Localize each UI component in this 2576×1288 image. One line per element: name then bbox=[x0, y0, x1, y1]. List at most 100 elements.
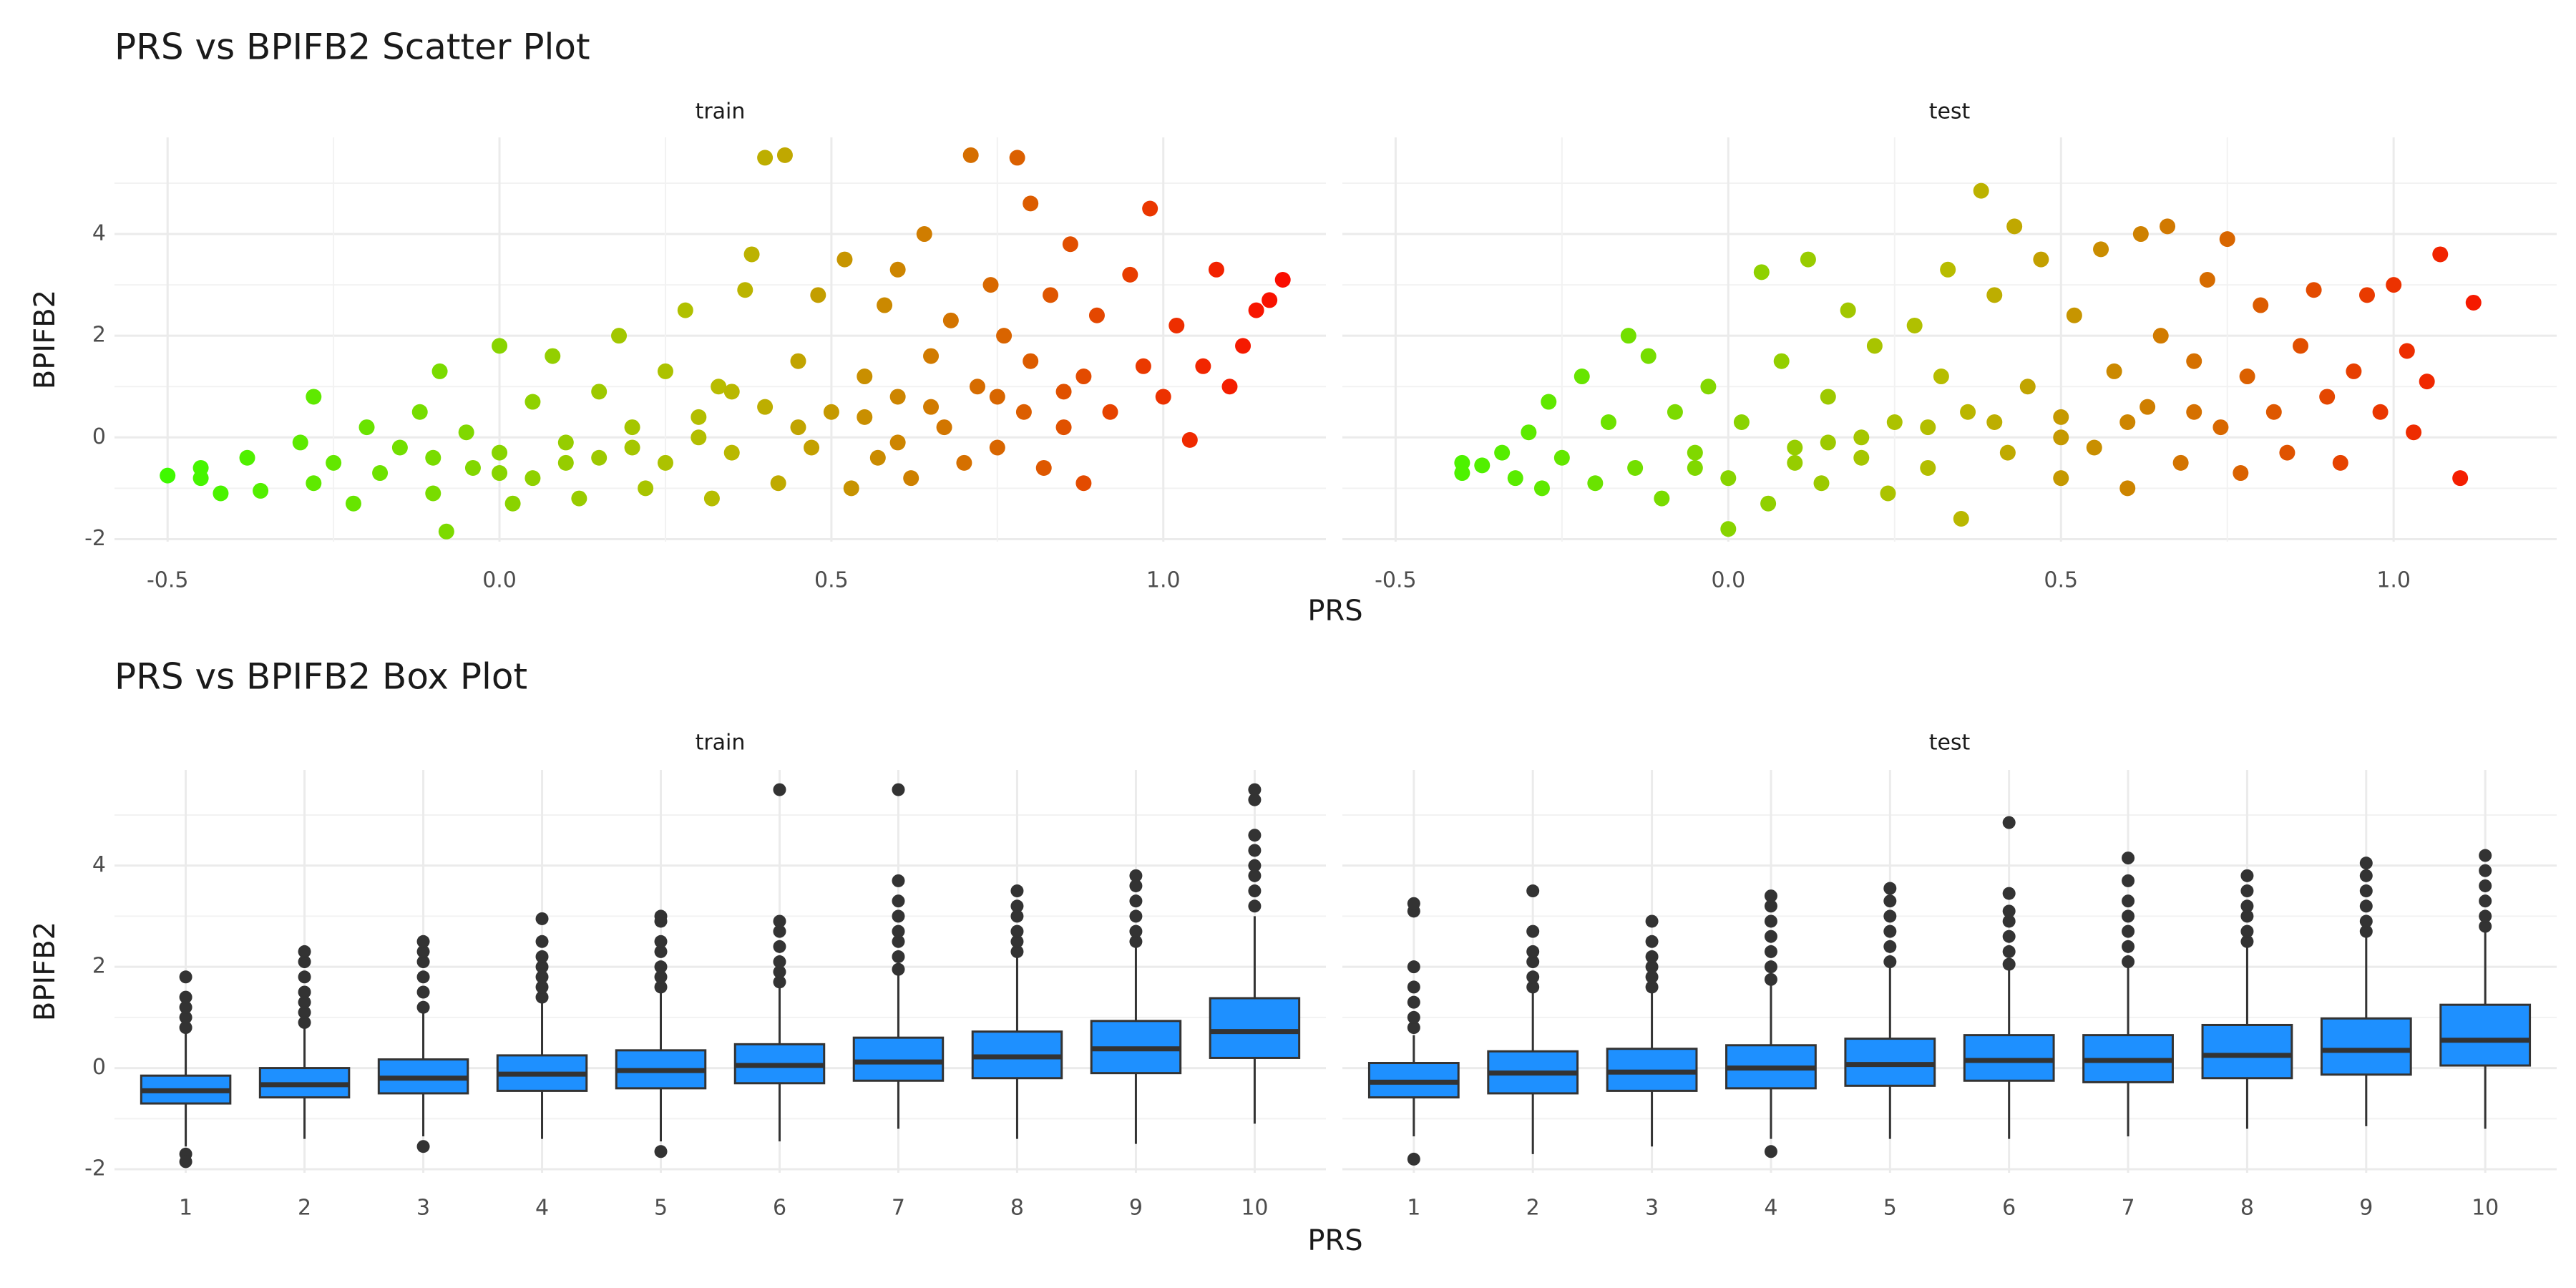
point bbox=[1195, 358, 1211, 374]
outlier bbox=[2240, 924, 2254, 938]
outlier bbox=[1248, 829, 1262, 842]
point bbox=[2033, 251, 2049, 268]
point bbox=[557, 434, 574, 451]
plots: PRS vs BPIFB2 Scatter Plot PRS BPIFB2 train… bbox=[29, 26, 2557, 1257]
point bbox=[956, 454, 972, 471]
outlier bbox=[2122, 852, 2135, 865]
point bbox=[903, 470, 919, 487]
point bbox=[1155, 389, 1171, 405]
outlier bbox=[654, 935, 668, 948]
outlier bbox=[298, 985, 311, 999]
outlier bbox=[1526, 945, 1540, 958]
point bbox=[1627, 459, 1644, 476]
outlier bbox=[1645, 914, 1659, 928]
x-tick-label: 10 bbox=[1241, 1196, 1268, 1221]
point bbox=[2265, 404, 2282, 420]
point bbox=[2253, 297, 2269, 313]
point bbox=[691, 409, 707, 425]
point bbox=[1088, 307, 1105, 323]
outlier bbox=[1407, 995, 1420, 1009]
point bbox=[213, 485, 229, 502]
outlier bbox=[1129, 894, 1143, 908]
point bbox=[703, 490, 720, 507]
point bbox=[504, 495, 521, 512]
outlier bbox=[1764, 899, 1777, 913]
point bbox=[2432, 246, 2449, 263]
outlier bbox=[892, 950, 905, 963]
point bbox=[1953, 511, 1969, 527]
outlier bbox=[1129, 869, 1143, 882]
point bbox=[843, 480, 859, 497]
point bbox=[810, 287, 826, 303]
point bbox=[591, 384, 608, 400]
point bbox=[1507, 470, 1523, 487]
outlier bbox=[1248, 899, 1262, 913]
point bbox=[1135, 358, 1151, 374]
outlier bbox=[1010, 935, 1024, 948]
outlier bbox=[2002, 914, 2016, 928]
point bbox=[989, 389, 1005, 405]
outlier bbox=[892, 962, 905, 976]
point bbox=[2093, 241, 2109, 258]
point bbox=[2279, 444, 2296, 461]
x-tick-label: 5 bbox=[654, 1196, 668, 1221]
x-tick-label: 4 bbox=[535, 1196, 549, 1221]
point bbox=[942, 312, 959, 328]
point bbox=[425, 485, 441, 502]
outlier bbox=[1248, 859, 1262, 872]
point bbox=[2452, 470, 2469, 487]
point bbox=[770, 475, 786, 492]
point bbox=[2346, 363, 2362, 379]
outlier bbox=[2122, 874, 2135, 887]
outlier bbox=[179, 970, 192, 984]
point bbox=[1906, 317, 1923, 333]
outlier bbox=[1645, 950, 1659, 963]
point bbox=[1999, 444, 2016, 461]
outlier bbox=[1010, 909, 1024, 923]
outlier bbox=[654, 960, 668, 974]
point bbox=[889, 261, 906, 278]
point bbox=[1840, 302, 1856, 318]
outlier bbox=[2240, 869, 2254, 882]
outlier bbox=[2479, 909, 2492, 923]
point bbox=[1262, 292, 1278, 308]
outlier bbox=[535, 980, 549, 994]
outlier bbox=[2002, 816, 2016, 829]
point bbox=[1454, 465, 1470, 482]
x-tick-label: 8 bbox=[2240, 1196, 2254, 1221]
outlier bbox=[1526, 884, 1540, 898]
point bbox=[857, 409, 873, 425]
point bbox=[1820, 434, 1836, 451]
point bbox=[492, 338, 508, 354]
point bbox=[2106, 363, 2122, 379]
y-tick-label: -2 bbox=[84, 526, 106, 551]
y-axis-title: BPIFB2 bbox=[29, 290, 62, 389]
facet-label: train bbox=[696, 99, 746, 125]
point bbox=[1062, 236, 1078, 253]
outlier bbox=[892, 924, 905, 938]
outlier bbox=[1645, 935, 1659, 948]
outlier bbox=[1010, 899, 1024, 913]
point bbox=[1973, 182, 1989, 199]
point bbox=[2332, 454, 2348, 471]
point bbox=[711, 379, 727, 395]
point bbox=[1720, 521, 1737, 537]
outlier bbox=[2240, 899, 2254, 913]
point bbox=[2306, 282, 2322, 298]
point bbox=[1654, 490, 1670, 507]
point bbox=[1248, 302, 1264, 318]
outlier bbox=[1764, 889, 1777, 903]
point bbox=[624, 439, 640, 456]
outlier bbox=[535, 970, 549, 984]
point bbox=[464, 459, 481, 476]
outlier bbox=[2479, 864, 2492, 877]
outlier bbox=[298, 1005, 311, 1019]
point bbox=[239, 449, 255, 466]
point bbox=[2372, 404, 2389, 420]
outlier bbox=[2479, 849, 2492, 862]
point bbox=[611, 328, 628, 344]
point bbox=[1700, 379, 1717, 395]
point bbox=[2053, 429, 2069, 446]
box bbox=[852, 1036, 945, 1082]
outlier bbox=[773, 924, 786, 938]
